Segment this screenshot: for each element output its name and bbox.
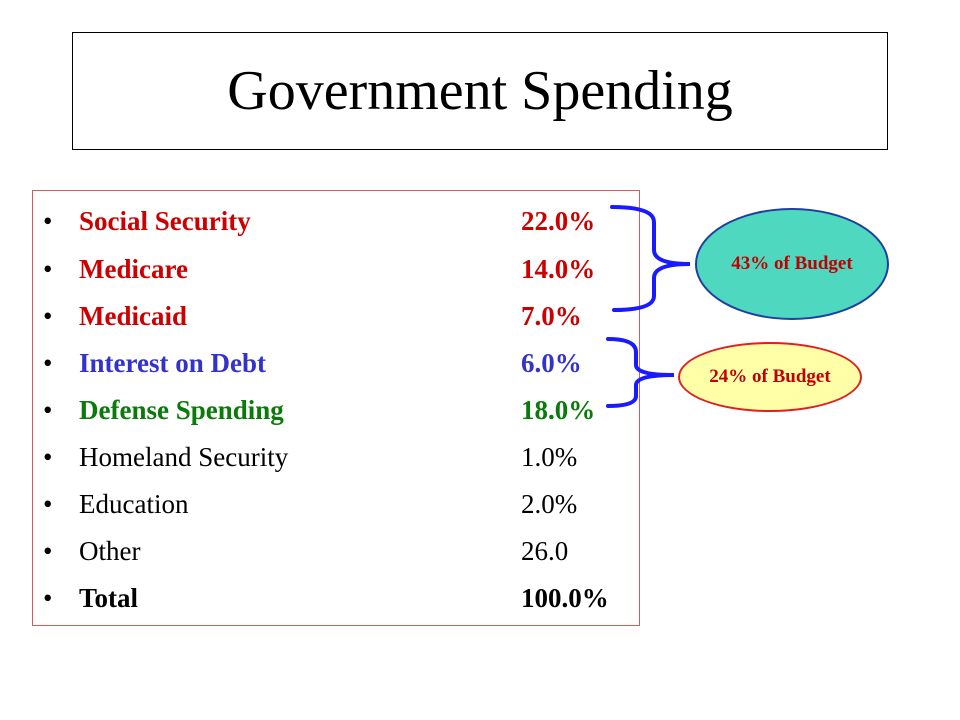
list-item: • Interest on Debt 6.0% [33, 339, 639, 387]
title-box: Government Spending [72, 32, 888, 150]
bullet: • [43, 583, 53, 613]
item-value: 100.0% [521, 583, 609, 613]
bullet: • [43, 348, 53, 378]
item-value: 18.0% [521, 395, 596, 425]
slide-title: Government Spending [227, 60, 733, 122]
item-value: 26.0 [521, 536, 569, 566]
item-label: Medicaid [79, 301, 187, 331]
list-item: • Medicare 14.0% [33, 245, 639, 293]
item-label: Medicare [79, 254, 188, 284]
bullet: • [43, 301, 53, 331]
list-item: • Defense Spending 18.0% [33, 386, 639, 434]
list-item: • Other 26.0 [33, 527, 639, 575]
list-item: • Medicaid 7.0% [33, 292, 639, 340]
spending-list: • Social Security 22.0% • Medicare 14.0%… [32, 190, 640, 626]
list-item: • Social Security 22.0% [33, 197, 639, 245]
brace-top [610, 205, 691, 312]
callout-label: 24% of Budget [709, 366, 831, 387]
list-item: • Total 100.0% [33, 574, 639, 622]
bullet: • [43, 395, 53, 425]
bullet: • [43, 489, 53, 519]
list-item: • Education 2.0% [33, 480, 639, 528]
brace-bottom [606, 337, 675, 408]
bullet: • [43, 206, 53, 236]
item-value: 2.0% [521, 489, 578, 519]
item-label: Homeland Security [79, 442, 289, 472]
item-value: 1.0% [521, 442, 578, 472]
bullet: • [43, 254, 53, 284]
item-label: Interest on Debt [79, 348, 266, 378]
list-item: • Homeland Security 1.0% [33, 433, 639, 481]
callout-label: 43% of Budget [731, 253, 853, 274]
item-value: 7.0% [521, 301, 582, 331]
callout-43-percent: 43% of Budget [695, 208, 889, 320]
item-value: 22.0% [521, 206, 596, 236]
item-value: 14.0% [521, 254, 596, 284]
bullet: • [43, 442, 53, 472]
item-label: Defense Spending [79, 395, 284, 425]
item-label: Total [79, 583, 139, 613]
item-value: 6.0% [521, 348, 582, 378]
item-label: Education [79, 489, 189, 519]
item-label: Social Security [79, 206, 251, 236]
callout-24-percent: 24% of Budget [678, 342, 862, 412]
bullet: • [43, 536, 53, 566]
item-label: Other [79, 536, 141, 566]
